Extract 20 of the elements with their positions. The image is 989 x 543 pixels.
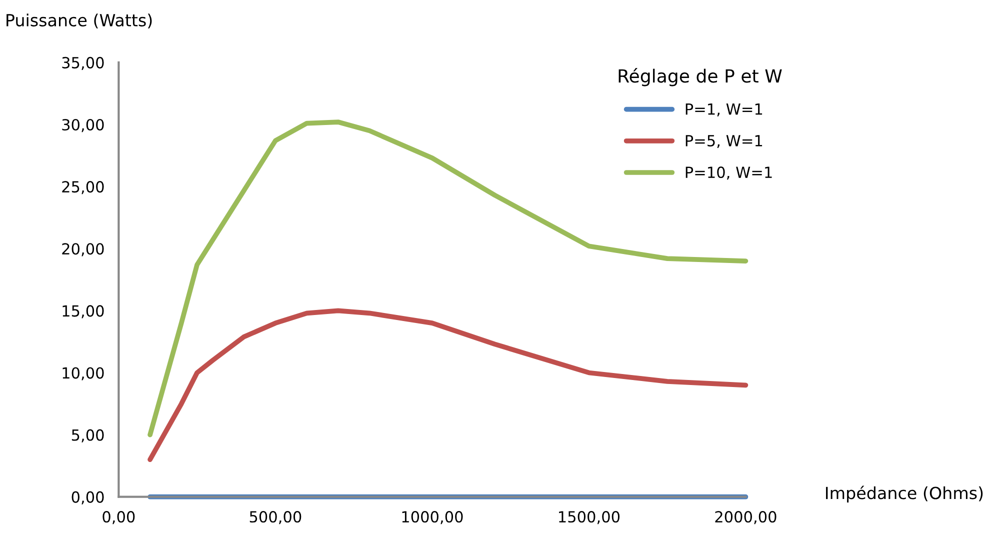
- x-tick-label: 500,00: [250, 511, 302, 524]
- y-axis-title: Puissance (Watts): [6, 14, 152, 28]
- y-tick-label: 35,00: [62, 56, 104, 70]
- x-axis-title: Impédance (Ohms): [826, 486, 983, 503]
- x-tick-label: 1500,00: [559, 511, 620, 524]
- y-tick-label: 10,00: [62, 367, 104, 380]
- y-tick-label: 5,00: [72, 429, 104, 442]
- x-tick-label: 1000,00: [402, 511, 463, 524]
- legend-label: P=5, W=1: [686, 135, 762, 148]
- y-tick-label: 30,00: [62, 118, 104, 132]
- y-tick-label: 0,00: [72, 491, 104, 504]
- legend-label: P=10, W=1: [686, 166, 772, 180]
- x-tick-label: 0,00: [102, 511, 135, 524]
- y-tick-label: 25,00: [62, 181, 104, 194]
- line-series: [148, 308, 748, 462]
- legend-label: P=1, W=1: [686, 104, 762, 116]
- x-tick-label: 2000,00: [715, 511, 776, 524]
- legend-title: Réglage de P et W: [618, 68, 782, 86]
- y-tick-label: 15,00: [62, 305, 104, 318]
- y-tick-label: 20,00: [62, 243, 104, 256]
